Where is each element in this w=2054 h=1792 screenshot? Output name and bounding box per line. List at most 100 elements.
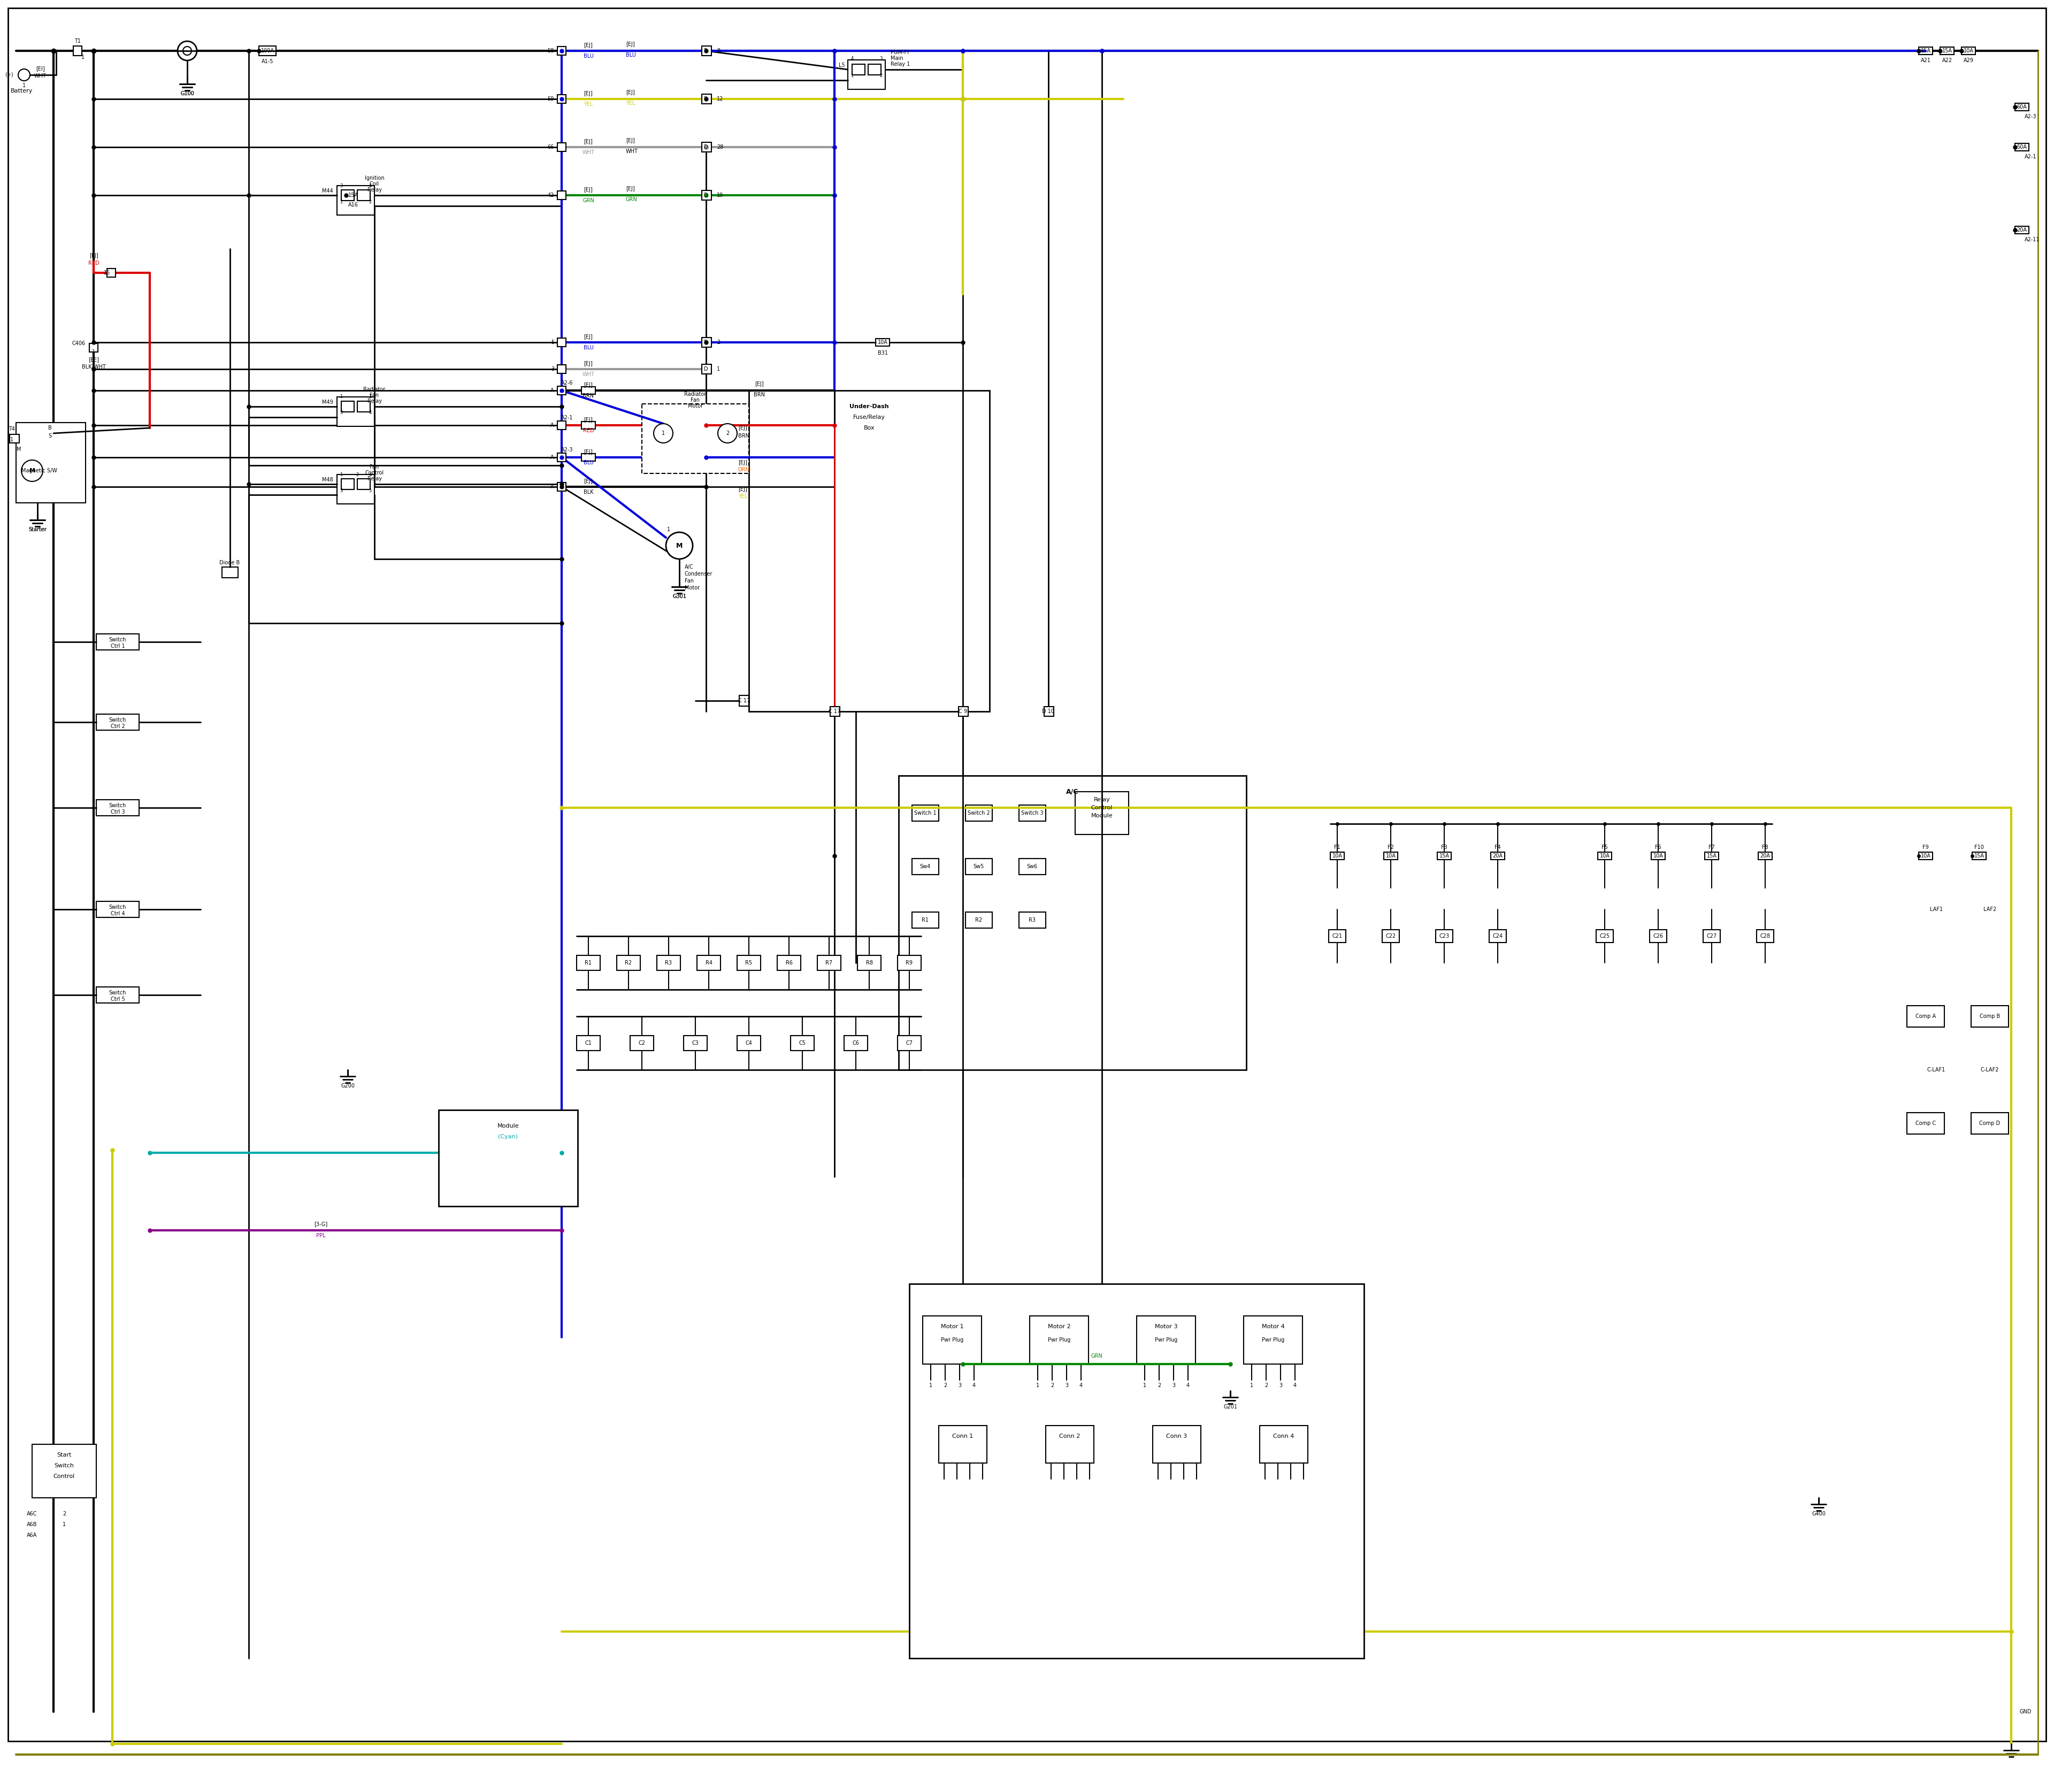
Text: 1: 1 [92, 349, 94, 355]
Text: G100: G100 [181, 91, 195, 97]
Bar [959, 706, 967, 717]
Text: 15: 15 [103, 271, 111, 276]
Text: (+): (+) [4, 72, 14, 77]
Text: Relay 1: Relay 1 [891, 61, 910, 66]
Text: Radiator: Radiator [364, 387, 386, 392]
Text: 42: 42 [548, 192, 555, 197]
Text: Under-Dash: Under-Dash [850, 403, 889, 409]
Bar [702, 47, 711, 56]
Bar [97, 799, 140, 815]
Text: (Cyan): (Cyan) [499, 1134, 518, 1140]
Text: 15A: 15A [1707, 853, 1717, 858]
Text: C1: C1 [585, 1041, 592, 1047]
Circle shape [177, 41, 197, 61]
Text: 1: 1 [23, 82, 27, 88]
Text: Sw4: Sw4 [920, 864, 930, 869]
Text: Start: Start [58, 1452, 72, 1457]
Bar [739, 695, 750, 706]
Text: R4: R4 [705, 961, 713, 966]
Bar [1043, 706, 1054, 717]
Text: [EJ]: [EJ] [583, 478, 594, 484]
Bar [1972, 1005, 2009, 1027]
Text: WHT: WHT [626, 149, 639, 154]
Bar [1331, 853, 1343, 860]
Text: Comp C: Comp C [1916, 1120, 1935, 1125]
Bar [88, 344, 99, 351]
Text: Relay: Relay [368, 477, 382, 482]
Text: G301: G301 [672, 593, 686, 599]
Text: F9: F9 [1923, 844, 1929, 849]
Text: Control: Control [366, 470, 384, 475]
Text: F2: F2 [1389, 844, 1395, 849]
Text: GRN: GRN [1091, 1353, 1103, 1358]
Bar [1962, 47, 1976, 54]
Text: Pwr Plug: Pwr Plug [941, 1337, 963, 1342]
Bar [1703, 930, 1721, 943]
Bar [1384, 853, 1397, 860]
Text: Motor: Motor [688, 403, 702, 409]
Circle shape [653, 423, 674, 443]
Bar [97, 715, 140, 729]
Text: A29: A29 [1964, 57, 1974, 63]
Text: 4: 4 [972, 1383, 976, 1389]
Text: 15A: 15A [1941, 48, 1951, 54]
Text: 1: 1 [339, 471, 343, 477]
Text: Motor 1: Motor 1 [941, 1324, 963, 1330]
Text: 4: 4 [1080, 1383, 1082, 1389]
Text: A: A [550, 423, 555, 428]
Bar [1489, 930, 1506, 943]
Text: 10A: 10A [877, 340, 887, 346]
Bar [737, 955, 760, 969]
Text: 1: 1 [62, 1521, 66, 1527]
Text: 1: 1 [339, 199, 343, 204]
Text: F8: F8 [1762, 844, 1768, 849]
Text: [EJ]: [EJ] [583, 186, 594, 192]
Text: 3: 3 [1064, 1383, 1068, 1389]
Text: C 17: C 17 [737, 699, 750, 704]
Text: 15A: 15A [347, 192, 357, 197]
Bar [912, 805, 939, 821]
Text: RED: RED [88, 260, 99, 265]
Text: C5: C5 [799, 1041, 805, 1047]
Text: 5: 5 [550, 340, 555, 346]
Text: 19: 19 [717, 192, 723, 197]
Text: Ctrl 3: Ctrl 3 [111, 810, 125, 815]
Text: B: B [47, 425, 51, 430]
Text: F5: F5 [1602, 844, 1608, 849]
Circle shape [665, 532, 692, 559]
Text: F6: F6 [1656, 844, 1662, 849]
Bar [702, 337, 711, 348]
Text: Battery: Battery [10, 88, 33, 93]
Text: [EJ]: [EJ] [583, 360, 594, 366]
Text: Ctrl 5: Ctrl 5 [111, 996, 125, 1002]
Text: BLU: BLU [583, 54, 594, 59]
Text: C23: C23 [1440, 934, 1450, 939]
Text: Fan: Fan [370, 392, 380, 398]
Text: 2: 2 [717, 340, 721, 346]
Text: BLK/WHT: BLK/WHT [82, 364, 105, 369]
Text: A: A [550, 455, 555, 461]
Text: Motor 3: Motor 3 [1154, 1324, 1177, 1330]
Text: 4: 4 [1187, 1383, 1189, 1389]
Text: A/C: A/C [684, 564, 694, 570]
Text: 4: 4 [370, 183, 372, 188]
Text: Ctrl 1: Ctrl 1 [111, 643, 125, 649]
Circle shape [183, 47, 191, 56]
Text: LAF1: LAF1 [1931, 907, 1943, 912]
Text: 2: 2 [370, 394, 372, 400]
Text: 2: 2 [943, 1383, 947, 1389]
Text: Relay: Relay [1093, 797, 1109, 803]
Text: L5: L5 [838, 63, 844, 68]
Bar [1136, 1315, 1195, 1364]
Text: A: A [550, 484, 555, 489]
Text: M: M [676, 543, 682, 548]
Text: 59: 59 [548, 97, 555, 102]
Text: Starter: Starter [29, 527, 47, 532]
Text: Sw5: Sw5 [974, 864, 984, 869]
Text: WHT: WHT [35, 73, 47, 79]
Text: Radiator: Radiator [684, 392, 707, 396]
Bar [857, 955, 881, 969]
Text: Switch: Switch [109, 803, 127, 808]
Text: 1: 1 [1251, 1383, 1253, 1389]
Text: Comp B: Comp B [1980, 1014, 2001, 1020]
